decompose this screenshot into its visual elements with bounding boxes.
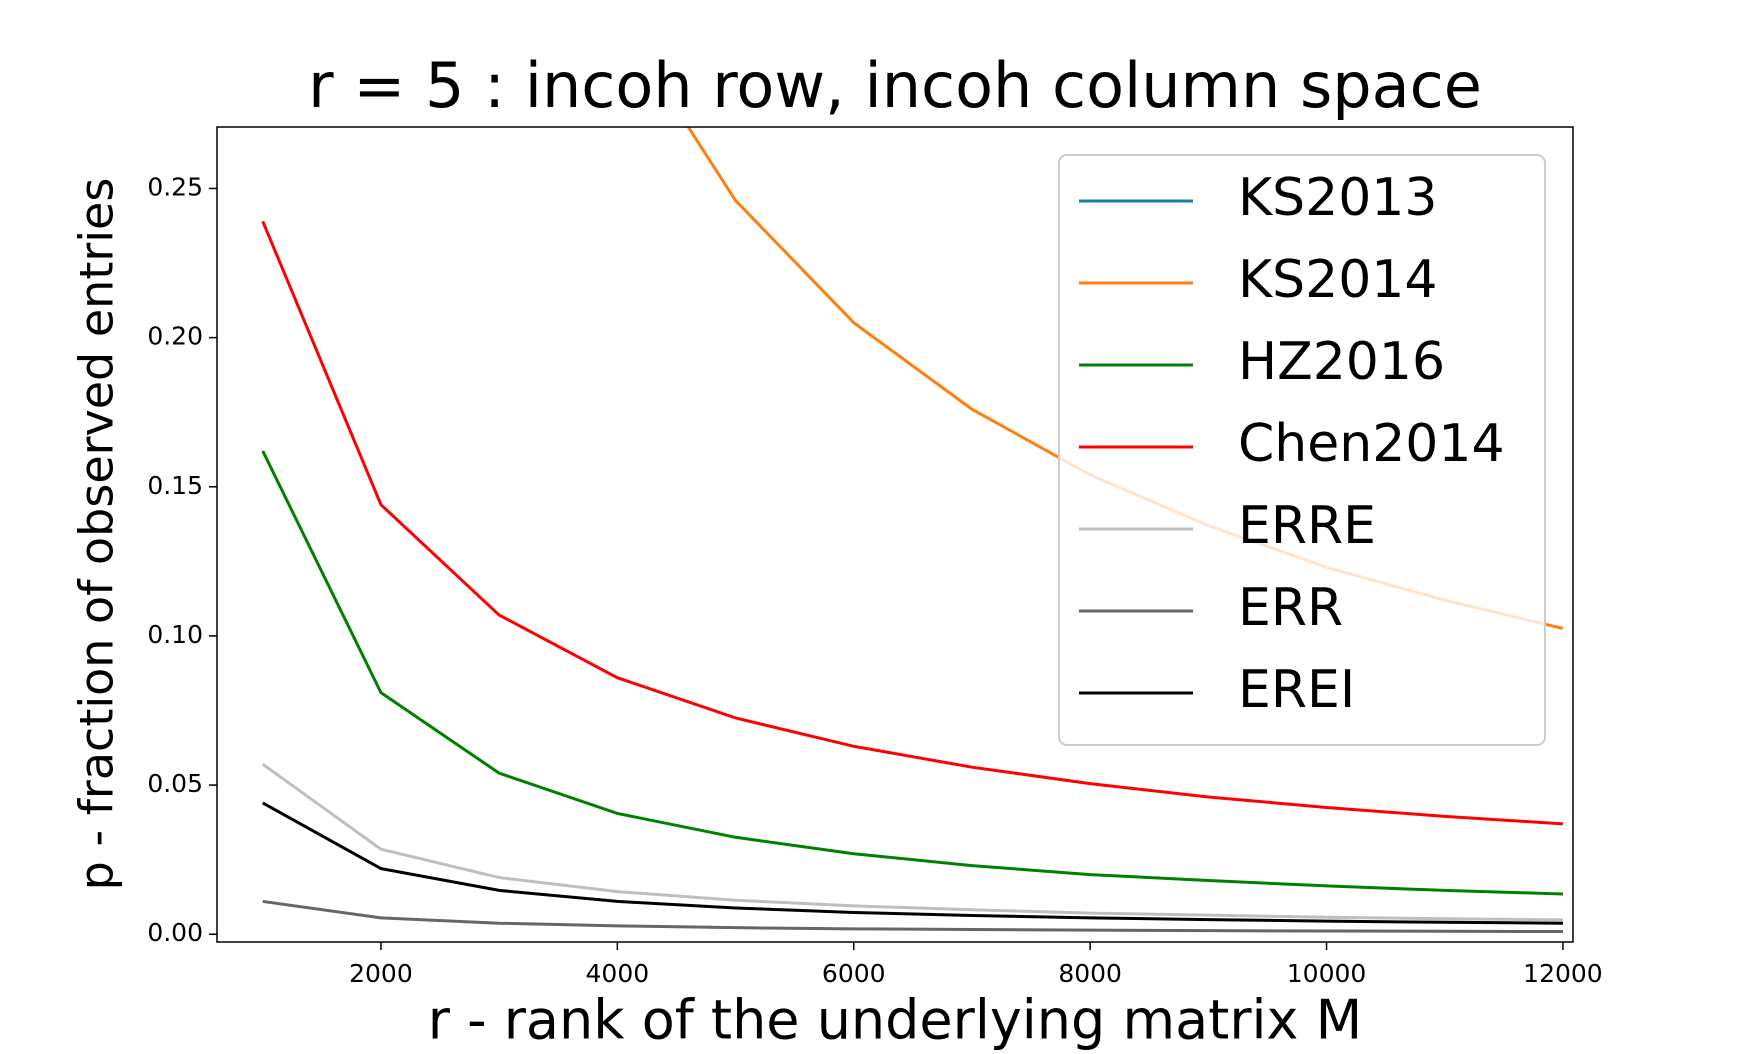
x-tick-label: 12000	[1523, 959, 1603, 988]
plot-area	[261, 127, 1564, 934]
y-tick-label: 0.25	[147, 172, 203, 201]
y-tick-label: 0.10	[147, 620, 203, 649]
series-line	[261, 762, 1563, 922]
series-line	[261, 450, 1563, 896]
legend-label: ERRE	[1238, 496, 1376, 556]
series-line	[262, 801, 1563, 925]
x-tick-label: 4000	[586, 959, 650, 988]
series-line	[261, 220, 1564, 826]
axes-frame	[216, 126, 1574, 943]
x-tick-label: 6000	[822, 959, 886, 988]
x-tick-label: 2000	[349, 959, 413, 988]
series-line	[262, 899, 1563, 934]
y-tick-label: 0.05	[147, 769, 203, 798]
legend-label: KS2014	[1238, 250, 1437, 310]
legend-label: Chen2014	[1238, 414, 1505, 474]
x-axis-label: r - rank of the underlying matrix M	[428, 989, 1363, 1052]
legend-label: HZ2016	[1238, 332, 1445, 392]
legend-label: EREI	[1238, 660, 1355, 720]
y-tick-label: 0.20	[147, 322, 203, 351]
y-axis-label: p - fraction of observed entries	[70, 178, 124, 891]
y-tick-label: 0.15	[147, 471, 203, 500]
legend-box	[1058, 154, 1546, 746]
x-tick-label: 10000	[1287, 959, 1367, 988]
chart-title: r = 5 : incoh row, incoh column space	[308, 49, 1482, 122]
y-tick-label: 0.00	[147, 918, 203, 947]
legend-label: KS2013	[1238, 168, 1437, 228]
x-tick-label: 8000	[1058, 959, 1122, 988]
legend-label: ERR	[1238, 578, 1343, 638]
